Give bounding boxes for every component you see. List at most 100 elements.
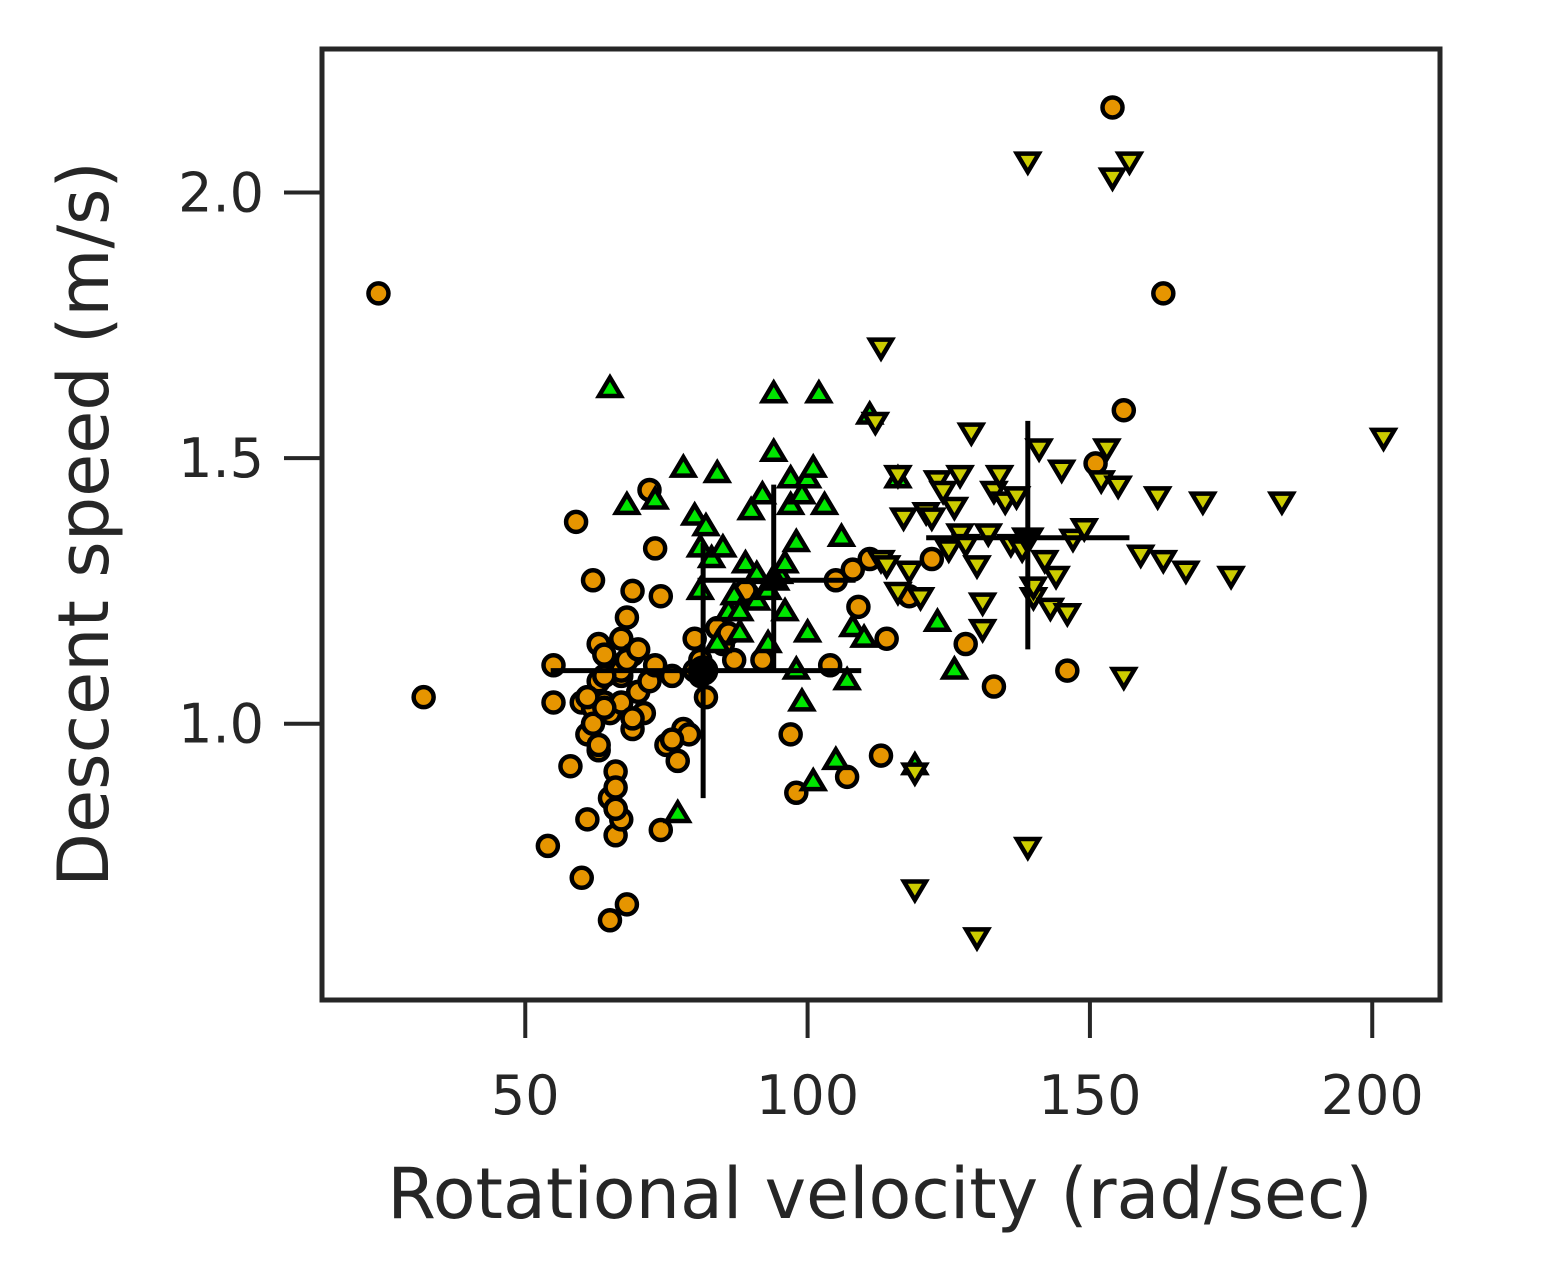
triangle-down-point [973, 523, 1004, 549]
triangle-up-point [798, 766, 829, 792]
x-tick-label: 50 [491, 1064, 560, 1127]
triangle-down-point [1216, 565, 1247, 591]
circle-point [1111, 398, 1137, 423]
circle-point [953, 631, 978, 657]
circle-point [558, 753, 583, 779]
y-tick-label: 1.0 [178, 693, 264, 756]
triangle-down-point [939, 496, 970, 522]
triangle-down-point [1170, 560, 1201, 586]
triangle-up-point [939, 654, 970, 680]
plot-frame [319, 46, 1443, 1003]
triangle-down-point [962, 555, 992, 581]
triangle-up-point [809, 489, 840, 516]
circle-point [620, 706, 645, 731]
triangle-up-point [758, 436, 789, 462]
circle-point [1151, 281, 1176, 306]
triangle-down-point [1097, 167, 1128, 193]
plot-area [366, 95, 1399, 953]
triangle-up-point [792, 617, 823, 643]
triangle-down-point [905, 587, 936, 613]
circle-point [659, 727, 685, 752]
circle-point [1100, 95, 1125, 120]
circle-point [597, 908, 623, 933]
circle-point [981, 674, 1007, 699]
triangle-down-point [1024, 438, 1055, 464]
triangle-down-point [1046, 459, 1077, 485]
triangle-up-point [798, 452, 829, 478]
triangle-up-point [702, 628, 733, 654]
triangle-down-point [1187, 491, 1218, 517]
triangle-up-point [837, 612, 868, 638]
circle-point [648, 583, 674, 609]
triangle-up-point [595, 373, 625, 399]
triangle-down-point [899, 879, 930, 905]
y-axis-ticks: 1.0 1.5 2.0 [178, 161, 322, 756]
triangle-up-point [781, 527, 812, 553]
circle-point [592, 695, 617, 721]
mean-marker [1010, 527, 1045, 556]
triangle-down-point [1108, 666, 1139, 692]
circle-point [575, 807, 600, 832]
triangle-up-point [820, 744, 851, 771]
x-tick-label: 200 [1321, 1064, 1424, 1127]
error-bars [550, 420, 1130, 799]
circle-point [648, 817, 674, 843]
data-points [366, 95, 1399, 953]
triangle-up-point [702, 458, 733, 484]
circle-point [541, 690, 566, 715]
circle-point [868, 743, 894, 768]
triangle-down-point [1125, 544, 1156, 570]
triangle-up-point [611, 489, 642, 516]
triangle-up-point [922, 606, 953, 632]
triangle-down-point [1368, 427, 1399, 453]
triangle-up-point [826, 521, 857, 547]
triangle-down-point [1266, 491, 1297, 517]
triangle-up-point [758, 378, 789, 404]
x-axis-label: Rotational velocity (rad/sec) [387, 1153, 1373, 1235]
triangle-down-point [871, 555, 902, 581]
triangle-up-point [770, 548, 800, 574]
triangle-down-point [916, 507, 947, 533]
circle-point [603, 775, 628, 800]
triangle-down-point [962, 927, 992, 953]
triangle-down-point [866, 337, 896, 363]
circle-point [580, 711, 606, 736]
triangle-up-point [668, 452, 699, 478]
triangle-down-point [1041, 565, 1071, 591]
circle-point [693, 684, 719, 710]
circle-point [778, 722, 803, 747]
circle-point [620, 578, 645, 604]
triangle-up-point [832, 665, 863, 691]
circle-point [614, 892, 640, 917]
triangle-up-point [775, 463, 806, 489]
triangle-up-point [685, 532, 716, 558]
circle-point [575, 684, 600, 710]
circle-point [919, 546, 945, 572]
triangle-down-point [883, 581, 913, 607]
circle-point [592, 642, 617, 667]
circle-point [609, 626, 634, 651]
triangle-down-point [933, 539, 964, 565]
triangle-down-point [1012, 836, 1043, 862]
triangle-up-point [685, 574, 716, 601]
triangle-up-point [662, 798, 693, 824]
circle-point [563, 509, 589, 535]
y-axis-label: Descent speed (m/s) [43, 161, 125, 887]
triangle-up-point [730, 548, 761, 574]
y-tick-label: 1.5 [178, 427, 264, 490]
triangle-up-point [679, 500, 710, 526]
circle-point [411, 684, 436, 710]
triangle-down-point [1069, 517, 1100, 544]
triangle-down-point [956, 422, 987, 448]
triangle-up-point [707, 532, 738, 558]
triangle-up-point [803, 378, 834, 404]
triangle-down-point [1029, 549, 1060, 575]
triangle-down-point [860, 411, 891, 437]
mean-marker [756, 562, 791, 591]
circle-point [665, 748, 690, 774]
mean-marker [687, 655, 719, 686]
triangle-down-point [1001, 486, 1032, 512]
triangle-down-point [928, 480, 959, 506]
triangle-down-point [888, 507, 919, 533]
